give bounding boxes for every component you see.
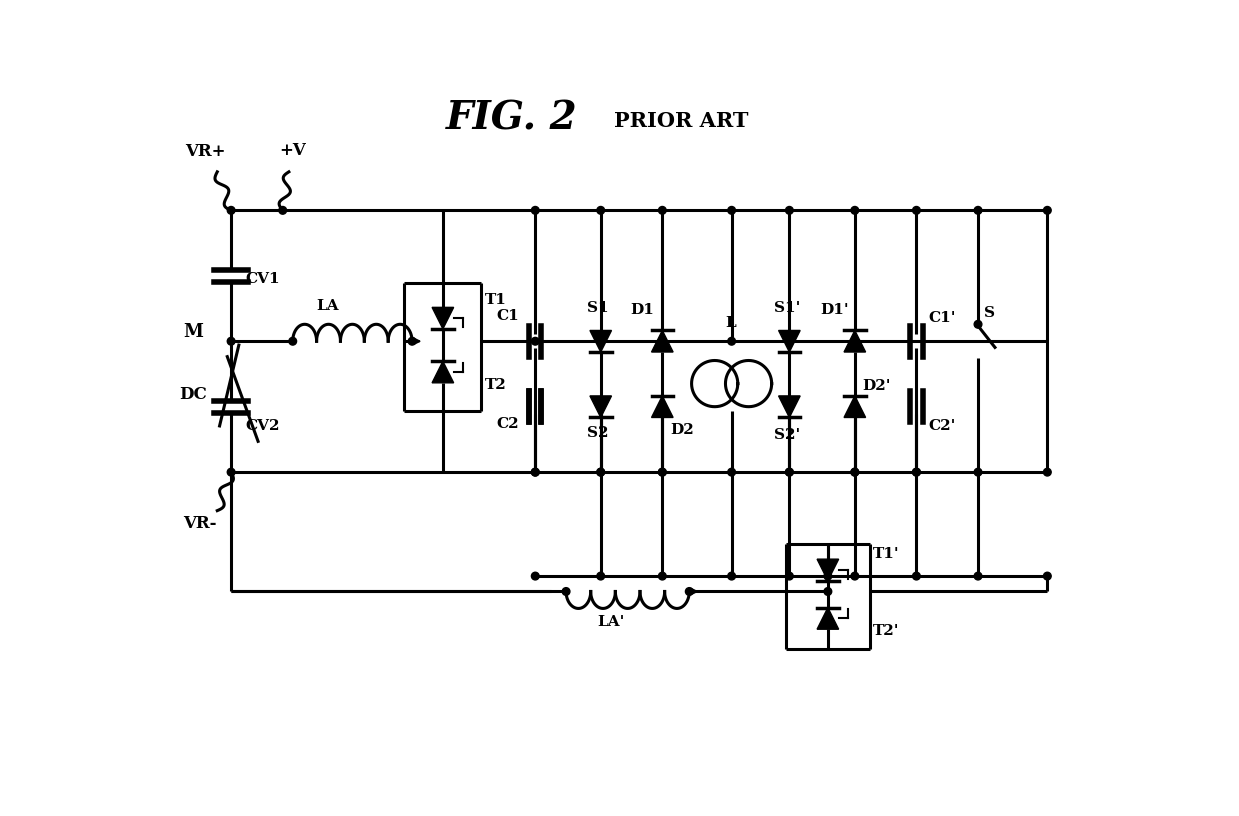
Text: PRIOR ART: PRIOR ART [615,111,748,131]
Text: LA': LA' [597,615,624,629]
Circle shape [597,572,605,580]
Circle shape [685,588,693,596]
Circle shape [824,572,831,580]
Text: C1': C1' [929,311,957,325]
Text: +V: +V [279,142,306,159]
Circle shape [786,572,793,580]
Text: CV1: CV1 [245,273,280,286]
Text: T2: T2 [484,378,507,392]
Circle shape [289,337,296,345]
Polygon shape [844,330,866,352]
Circle shape [597,468,605,476]
Text: M: M [183,323,203,341]
Circle shape [786,206,793,214]
Circle shape [974,321,981,328]
Circle shape [727,337,736,345]
Polygon shape [432,361,453,383]
Text: D2': D2' [862,379,891,392]
Circle shape [597,206,605,214]
Circle shape [227,206,235,214]
Circle shape [974,468,981,476]
Circle shape [532,572,539,580]
Circle shape [563,588,570,596]
Circle shape [532,206,539,214]
Circle shape [974,572,981,580]
Circle shape [913,572,921,580]
Circle shape [727,572,736,580]
Circle shape [532,468,539,476]
Text: DC: DC [178,386,207,403]
Circle shape [1043,572,1051,580]
Circle shape [727,206,736,214]
Text: C2: C2 [497,417,519,431]
Circle shape [913,468,921,476]
Polygon shape [778,396,800,418]
Circle shape [851,468,859,476]
Circle shape [727,468,736,476]
Polygon shape [652,330,673,352]
Polygon shape [652,396,673,418]
Polygon shape [590,396,612,418]
Circle shape [851,468,859,476]
Text: S1: S1 [587,301,608,315]
Text: D1': D1' [820,304,849,317]
Circle shape [658,206,667,214]
Text: S2: S2 [587,427,608,441]
Circle shape [913,468,921,476]
Circle shape [974,206,981,214]
Text: T2': T2' [873,624,900,638]
Polygon shape [844,396,866,418]
Circle shape [851,572,859,580]
Text: T1': T1' [873,547,900,561]
Circle shape [227,468,235,476]
Text: S2': S2' [774,428,800,442]
Polygon shape [817,559,839,581]
Circle shape [532,468,539,476]
Circle shape [658,468,667,476]
Circle shape [227,337,235,345]
Circle shape [786,468,793,476]
Text: L: L [726,317,736,330]
Text: C1: C1 [497,308,519,322]
Text: CV2: CV2 [245,419,280,432]
Circle shape [913,206,921,214]
Polygon shape [778,330,800,352]
Text: D2: D2 [670,423,694,437]
Text: VR-: VR- [183,515,217,531]
Circle shape [532,337,539,345]
Circle shape [1043,206,1051,214]
Text: C2': C2' [929,419,957,432]
Text: T1: T1 [484,293,507,308]
Circle shape [279,206,286,214]
Circle shape [658,468,667,476]
Circle shape [1043,468,1051,476]
Text: D1: D1 [629,304,654,317]
Text: S1': S1' [774,301,800,315]
Text: S: S [984,306,995,320]
Polygon shape [590,330,612,352]
Circle shape [408,337,416,345]
Circle shape [597,468,605,476]
Circle shape [824,588,831,596]
Text: VR+: VR+ [185,144,225,161]
Polygon shape [432,308,453,329]
Circle shape [658,572,667,580]
Polygon shape [817,608,839,629]
Circle shape [786,468,793,476]
Text: LA: LA [316,299,338,313]
Circle shape [851,206,859,214]
Text: FIG. 2: FIG. 2 [446,100,577,137]
